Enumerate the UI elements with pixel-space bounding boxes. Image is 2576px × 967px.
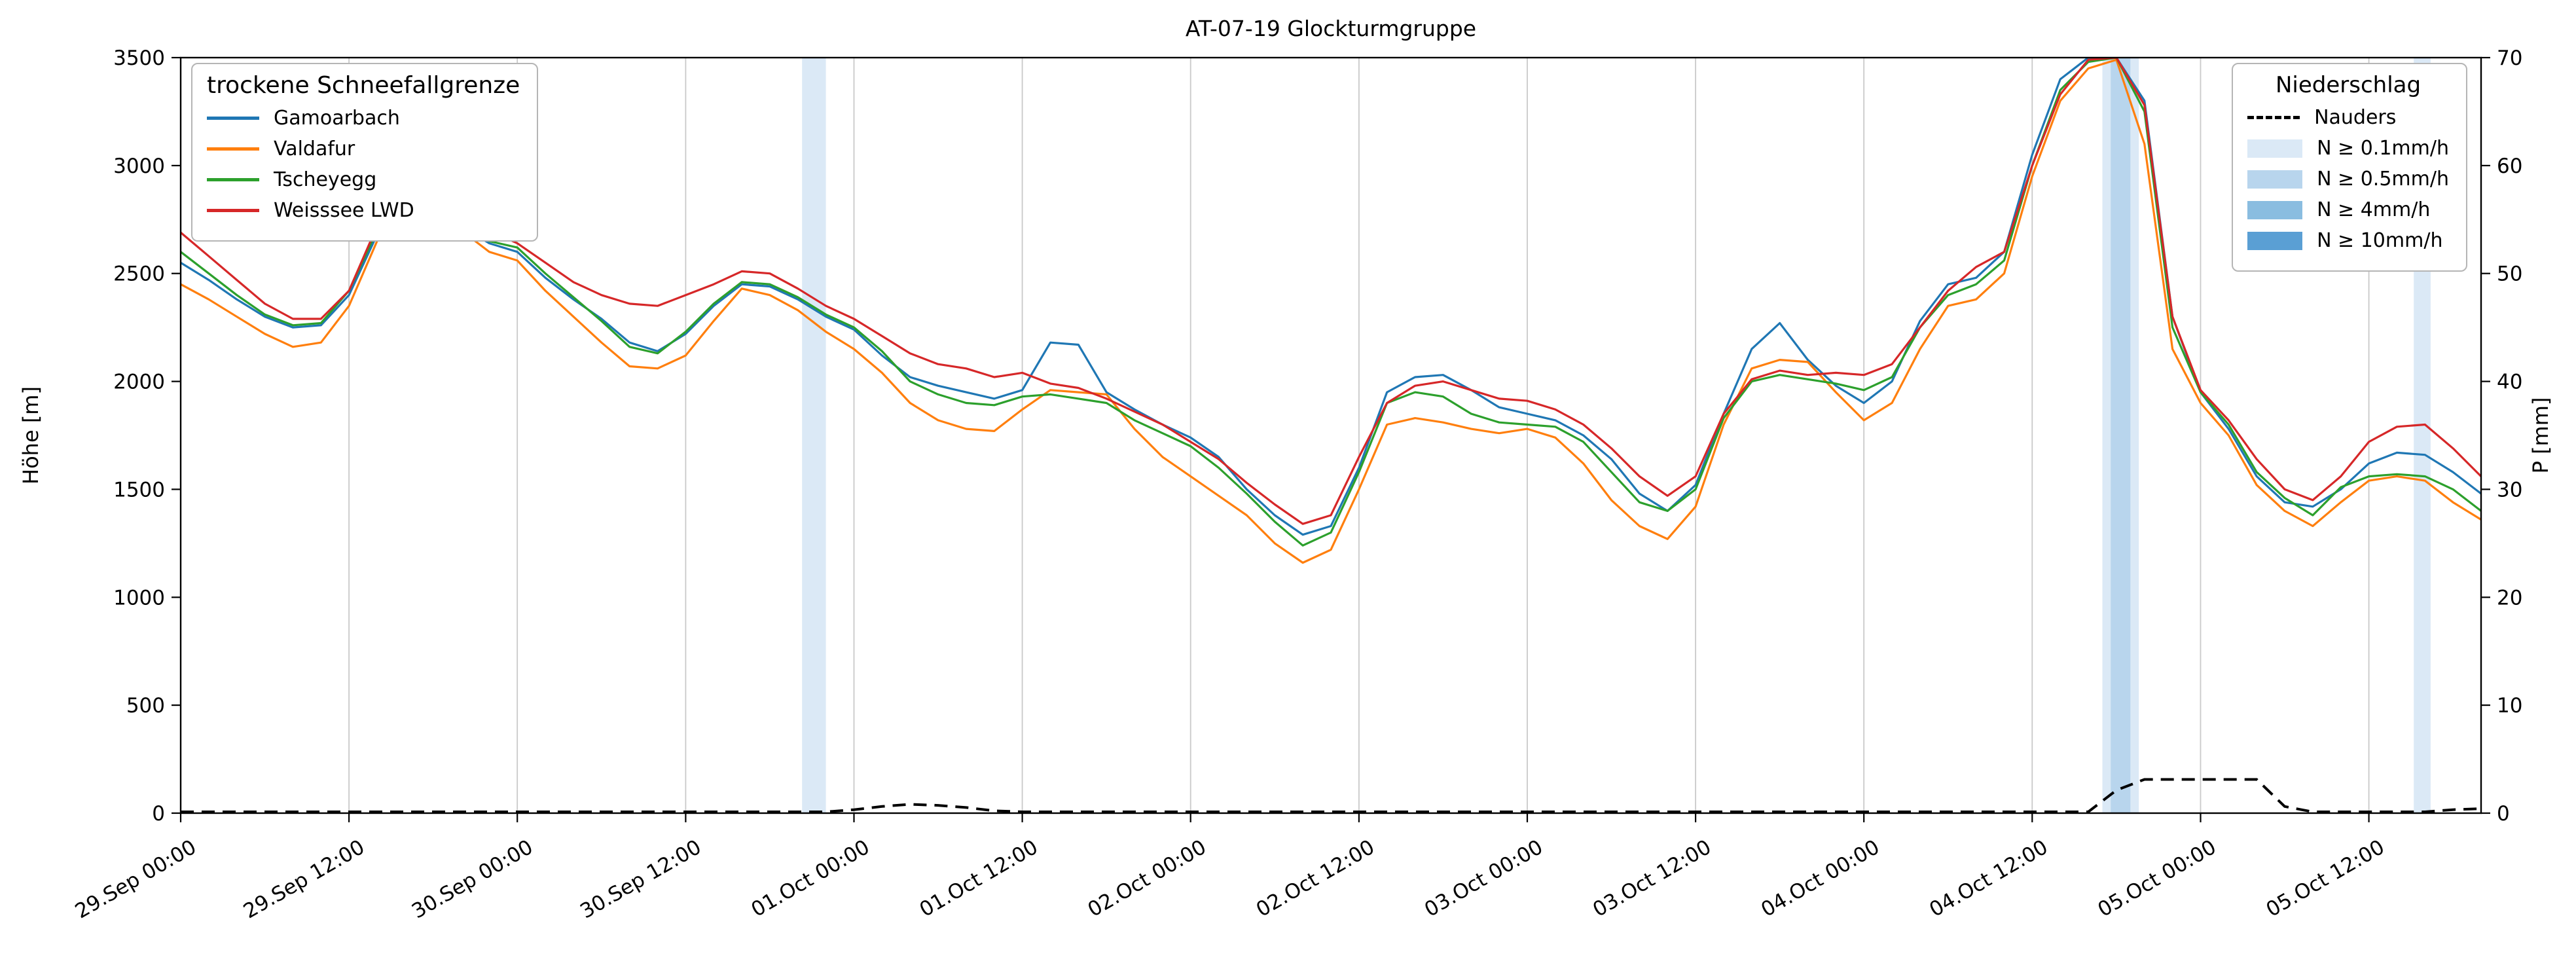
precip-patch-icon [2247, 231, 2303, 250]
precip-patch-icon [2247, 200, 2303, 219]
legend-label: Gamoarbach [274, 107, 400, 130]
y-tick-label-right: 40 [2497, 371, 2522, 394]
legend-entry-gamoarbach: Gamoarbach [207, 107, 520, 130]
legend-label: N ≥ 10mm/h [2317, 229, 2443, 252]
x-tick-label: 04.Oct 12:00 [1925, 835, 2052, 922]
y-tick-label-right: 60 [2497, 155, 2522, 178]
x-tick-label: 01.Oct 00:00 [747, 835, 873, 922]
series-line-gamoarbach [181, 58, 2481, 536]
y-tick-label: 500 [126, 694, 165, 718]
y-tick-label: 1000 [113, 586, 165, 610]
legend-label: Weisssee LWD [274, 199, 414, 222]
y-tick-label: 3000 [113, 155, 165, 178]
x-tick-label: 30.Sep 00:00 [408, 835, 537, 924]
precip-patch-icon [2247, 170, 2303, 189]
y-tick-label-right: 20 [2497, 586, 2522, 610]
y-tick-label-right: 70 [2497, 46, 2522, 70]
plot-border [179, 56, 2482, 814]
x-tick-label: 03.Oct 00:00 [1421, 835, 1547, 922]
legend-schneefallgrenze: trockene Schneefallgrenze Gamoarbach Val… [191, 63, 539, 242]
legend-entry-nauders: Nauders [2247, 106, 2449, 129]
series-line-weisssee-lwd [181, 58, 2481, 525]
y-tick-label-right: 50 [2497, 263, 2522, 286]
legend-label: Tscheyegg [274, 168, 377, 191]
legend-label: N ≥ 4mm/h [2317, 198, 2431, 221]
chart-title: AT-07-19 Glockturmgruppe [1185, 16, 1477, 41]
legend-entry-valdafur: Valdafur [207, 137, 520, 160]
legend-entry-weisssee-lwd: Weisssee LWD [207, 199, 520, 222]
y-axis-label-left: Höhe [m] [18, 386, 43, 484]
x-tick-label: 03.Oct 12:00 [1589, 835, 1715, 922]
x-tick-label: 02.Oct 12:00 [1252, 835, 1379, 922]
x-tick-label: 05.Oct 12:00 [2262, 835, 2389, 922]
dashed-line-swatch-icon [2247, 116, 2300, 119]
legend-label: Valdafur [274, 137, 355, 160]
y-tick-label-right: 0 [2497, 802, 2510, 826]
x-tick-label: 05.Oct 00:00 [2094, 835, 2220, 922]
y-axis-label-right: P [mm] [2528, 397, 2553, 474]
legend-entry-n-4: N ≥ 4mm/h [2247, 198, 2449, 221]
x-tick-label: 29.Sep 12:00 [240, 835, 369, 924]
line-swatch-icon [207, 178, 259, 181]
line-swatch-icon [207, 117, 259, 120]
legend-label: Nauders [2314, 106, 2397, 129]
x-tick-label: 01.Oct 12:00 [916, 835, 1042, 922]
legend-label: N ≥ 0.5mm/h [2317, 168, 2449, 191]
precip-patch-icon [2247, 139, 2303, 158]
y-tick-label: 2500 [113, 263, 165, 286]
legend-entry-n-0-5: N ≥ 0.5mm/h [2247, 168, 2449, 191]
y-tick-label: 2000 [113, 371, 165, 394]
legend-title-niederschlag: Niederschlag [2275, 72, 2422, 98]
y-tick-label: 1500 [113, 478, 165, 502]
legend-niederschlag: Niederschlag Nauders N ≥ 0.1mm/h N ≥ 0.5… [2232, 63, 2467, 272]
series-line-valdafur [181, 58, 2481, 564]
legend-entry-tscheyegg: Tscheyegg [207, 168, 520, 191]
line-swatch-icon [207, 147, 259, 151]
legend-label: N ≥ 0.1mm/h [2317, 137, 2449, 160]
precip-band [802, 58, 826, 813]
precip-line-nauders [181, 778, 2481, 813]
legend-entry-n-0-1: N ≥ 0.1mm/h [2247, 137, 2449, 160]
x-tick-label: 02.Oct 00:00 [1084, 835, 1210, 922]
series-line-tscheyegg [181, 58, 2481, 547]
legend-entry-n-10: N ≥ 10mm/h [2247, 229, 2449, 252]
y-tick-label-right: 30 [2497, 478, 2522, 502]
legend-title-schneefallgrenze: trockene Schneefallgrenze [207, 72, 520, 99]
y-tick-label-right: 10 [2497, 694, 2522, 718]
line-swatch-icon [207, 209, 259, 212]
x-tick-label: 29.Sep 00:00 [71, 835, 200, 924]
precip-band [2111, 58, 2131, 813]
x-tick-label: 04.Oct 00:00 [1757, 835, 1883, 922]
y-tick-label: 3500 [113, 46, 165, 70]
x-tick-label: 30.Sep 12:00 [576, 835, 705, 924]
y-tick-label: 0 [152, 802, 165, 826]
